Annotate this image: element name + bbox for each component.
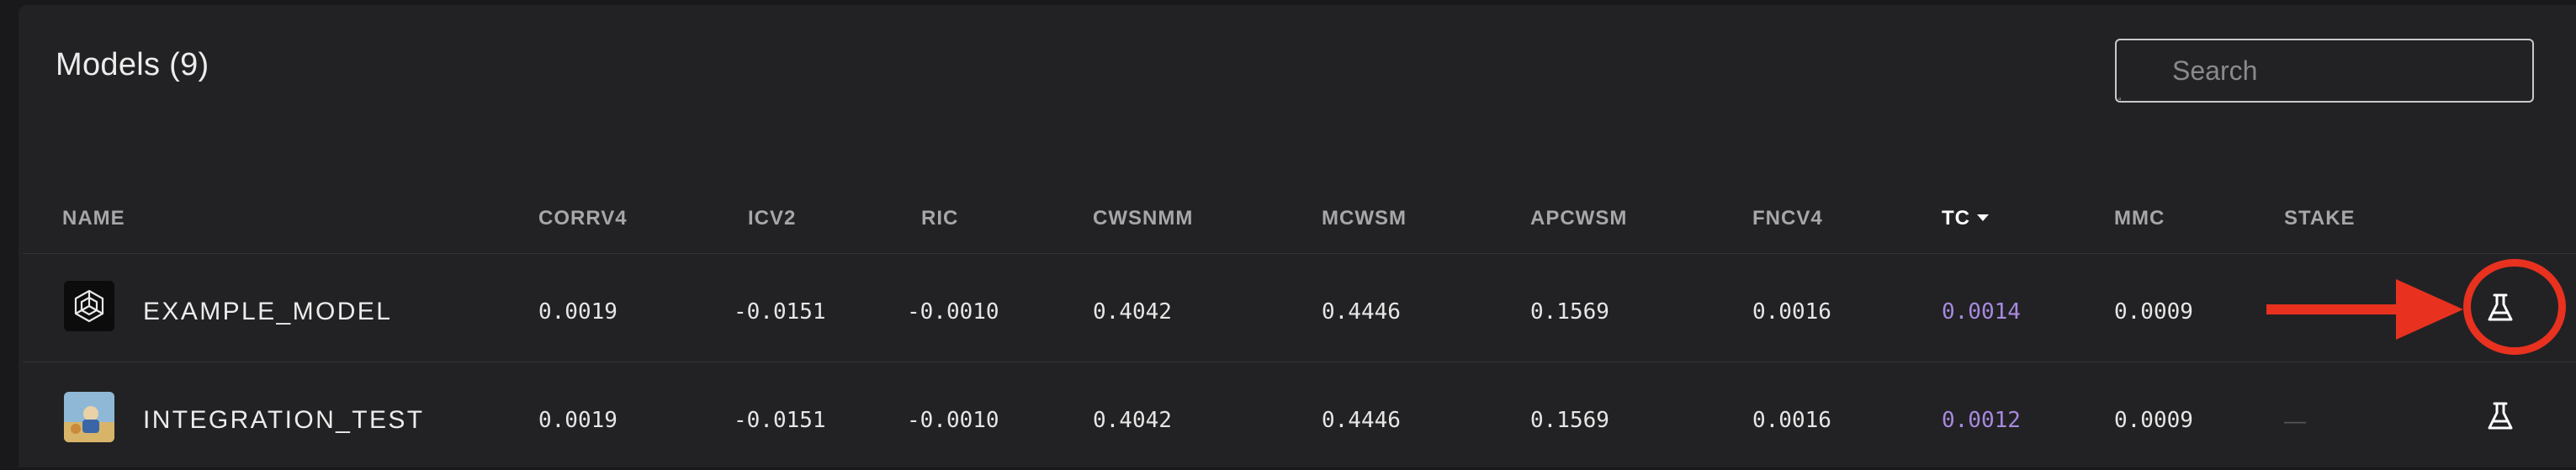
panel-title: Models (9) xyxy=(56,47,209,82)
col-header-name[interactable]: NAME xyxy=(62,207,125,230)
model-avatar xyxy=(64,392,114,442)
col-header-stake[interactable]: STAKE xyxy=(2284,207,2356,230)
search-box[interactable]: ▫ xyxy=(2115,39,2534,104)
col-header-icv2[interactable]: ICV2 xyxy=(748,207,797,230)
cell-mcwsm: 0.4446 xyxy=(1322,408,1401,433)
models-panel: Models (9) ▫ NAME CORRV4 ICV2 RIC CWSNMM… xyxy=(19,5,2576,467)
cell-icv2: -0.0151 xyxy=(734,299,826,325)
cell-apcwsm: 0.1569 xyxy=(1530,408,1609,433)
cell-cwsnmm: 0.4042 xyxy=(1093,408,1172,433)
model-name-link[interactable]: INTEGRATION_TEST xyxy=(143,406,425,434)
sort-desc-icon xyxy=(1977,214,1989,221)
col-header-mmc[interactable]: MMC xyxy=(2114,207,2165,230)
cell-mmc: 0.0009 xyxy=(2114,408,2193,433)
col-header-corrv4[interactable]: CORRV4 xyxy=(538,207,628,230)
cell-tc: 0.0014 xyxy=(1942,299,2021,325)
cell-ric: -0.0010 xyxy=(907,408,999,433)
cell-corrv4: 0.0019 xyxy=(538,408,617,433)
flask-icon[interactable] xyxy=(2483,399,2517,433)
cell-fncv4: 0.0016 xyxy=(1752,408,1831,433)
annotation-circle xyxy=(2463,259,2566,355)
cell-icv2: -0.0151 xyxy=(734,408,826,433)
col-header-tc[interactable]: TC xyxy=(1942,207,1989,230)
search-input[interactable] xyxy=(2117,40,2532,101)
annotation-arrow xyxy=(2266,279,2463,340)
cell-stake: — xyxy=(2284,408,2306,433)
cell-tc: 0.0012 xyxy=(1942,408,2021,433)
col-header-ric[interactable]: RIC xyxy=(921,207,959,230)
cell-fncv4: 0.0016 xyxy=(1752,299,1831,325)
photo-avatar-icon xyxy=(64,392,114,442)
model-name-link[interactable]: EXAMPLE_MODEL xyxy=(143,298,393,325)
cell-mcwsm: 0.4446 xyxy=(1322,299,1401,325)
cube-logo-icon xyxy=(64,281,114,331)
cell-cwsnmm: 0.4042 xyxy=(1093,299,1172,325)
cell-mmc: 0.0009 xyxy=(2114,299,2193,325)
table-row[interactable]: INTEGRATION_TEST 0.0019 -0.0151 -0.0010 … xyxy=(19,362,2576,470)
cell-corrv4: 0.0019 xyxy=(538,299,617,325)
col-header-tc-label: TC xyxy=(1942,207,1970,230)
model-avatar xyxy=(64,281,114,331)
cell-apcwsm: 0.1569 xyxy=(1530,299,1609,325)
col-header-cwsnmm[interactable]: CWSNMM xyxy=(1093,207,1194,230)
header-divider xyxy=(23,253,2576,254)
cell-ric: -0.0010 xyxy=(907,299,999,325)
col-header-fncv4[interactable]: FNCV4 xyxy=(1752,207,1823,230)
col-header-apcwsm[interactable]: APCWSM xyxy=(1530,207,1628,230)
col-header-mcwsm[interactable]: MCWSM xyxy=(1322,207,1407,230)
